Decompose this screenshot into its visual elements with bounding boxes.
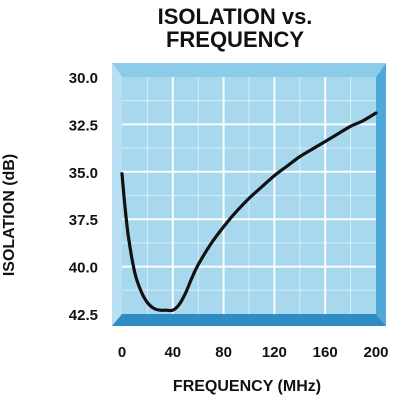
- y-tick-label: 40.0: [69, 260, 98, 277]
- x-tick-label: 0: [118, 344, 126, 361]
- y-tick-labels: 30.0 32.5 35.0 37.5 40.0 42.5: [69, 70, 98, 324]
- chart-title-line-1: ISOLATION vs.: [157, 4, 313, 29]
- x-tick-label: 120: [262, 344, 287, 361]
- x-tick-label: 40: [164, 344, 181, 361]
- frame-right: [376, 63, 386, 326]
- series-layer: [120, 111, 378, 313]
- y-tick-label: 35.0: [69, 165, 98, 182]
- y-axis-label: ISOLATION (dB): [1, 154, 18, 276]
- series-line-0: [120, 111, 378, 313]
- frame-top: [112, 63, 386, 77]
- y-tick-label: 32.5: [69, 117, 98, 134]
- x-tick-label: 80: [215, 344, 232, 361]
- x-axis-label: FREQUENCY (MHz): [173, 378, 321, 395]
- x-tick-label: 200: [363, 344, 388, 361]
- x-tick-labels: 0 40 80 120 160 200: [118, 344, 389, 361]
- chart-title-line-2: FREQUENCY: [165, 27, 305, 52]
- frame-left: [112, 63, 122, 326]
- frame-bottom: [112, 314, 386, 326]
- y-tick-label: 42.5: [69, 307, 98, 324]
- plot-grid: [122, 77, 376, 314]
- y-tick-label: 37.5: [69, 212, 98, 229]
- y-tick-label: 30.0: [69, 70, 98, 87]
- x-tick-label: 160: [313, 344, 338, 361]
